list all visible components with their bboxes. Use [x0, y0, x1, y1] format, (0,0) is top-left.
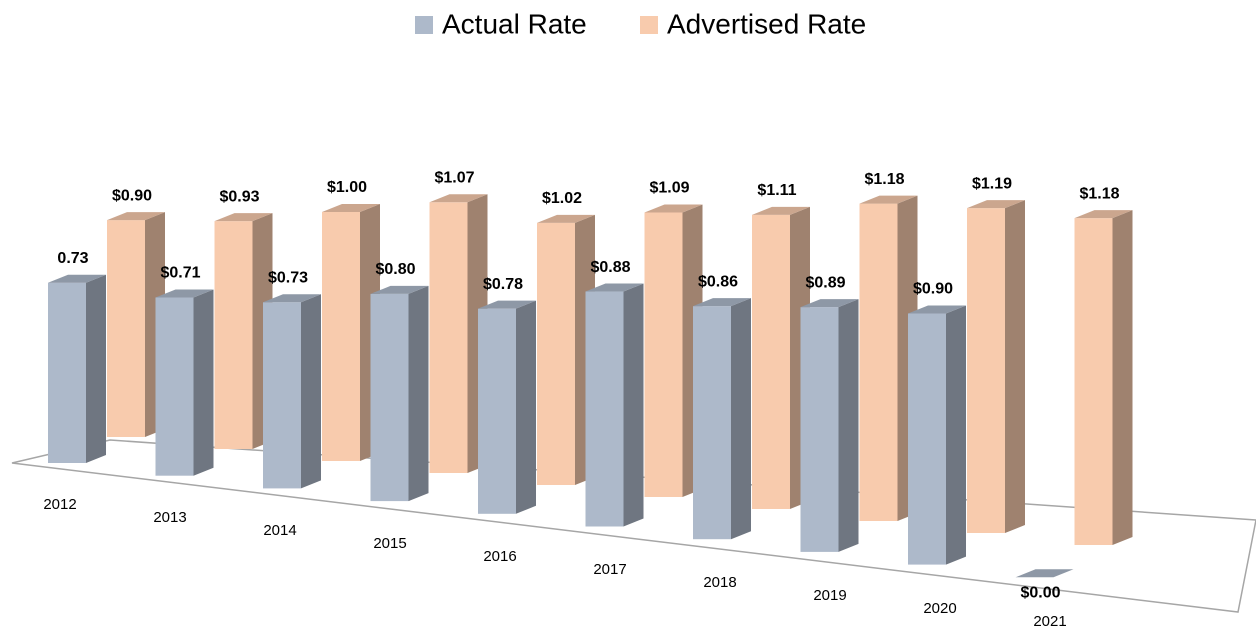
- bar: [322, 212, 360, 461]
- x-tick-label: 2020: [923, 600, 956, 617]
- bar-top: [693, 298, 751, 307]
- legend-label: Advertised Rate: [667, 8, 866, 39]
- x-tick-label: 2017: [593, 561, 626, 578]
- data-label: $1.02: [542, 190, 582, 207]
- bar-top: [370, 285, 429, 294]
- bar: [48, 282, 86, 463]
- bar: [908, 313, 946, 565]
- data-label: $0.88: [590, 259, 630, 276]
- bar-top: [537, 214, 595, 223]
- bar: [478, 308, 516, 514]
- data-label: 0.73: [57, 250, 88, 267]
- bar: [585, 291, 624, 527]
- x-tick-label: 2019: [813, 587, 846, 604]
- bar: [752, 214, 790, 509]
- bar: [263, 302, 301, 489]
- bar: [370, 293, 409, 502]
- data-label: $1.19: [972, 175, 1012, 192]
- data-label: $0.73: [268, 269, 308, 286]
- x-tick-label: 2021: [1033, 613, 1066, 630]
- bar-side: [838, 299, 859, 552]
- data-label: $0.71: [160, 265, 200, 282]
- bar: [800, 307, 839, 552]
- data-label: $1.11: [757, 182, 796, 199]
- data-label: $0.90: [112, 187, 152, 204]
- data-label: $0.86: [698, 273, 738, 290]
- bar-side: [516, 300, 536, 514]
- x-tick-label: 2014: [263, 522, 296, 539]
- bar: [107, 220, 145, 437]
- data-label: $1.00: [327, 179, 367, 196]
- bar-top: [967, 200, 1025, 209]
- bar-side: [86, 274, 106, 463]
- x-tick-label: 2016: [483, 548, 516, 565]
- bar: [155, 297, 194, 476]
- bar-side: [623, 283, 644, 527]
- legend-swatch: [640, 16, 658, 34]
- bar: [693, 306, 731, 540]
- bar: [644, 212, 683, 497]
- x-tick-label: 2013: [153, 509, 186, 526]
- bar: [967, 208, 1005, 533]
- bar-side: [1112, 210, 1133, 545]
- bar-top: [644, 204, 703, 213]
- bar-top: [859, 195, 918, 204]
- bar-top: [214, 213, 273, 222]
- bar: [859, 203, 898, 521]
- bar-top: [800, 299, 859, 308]
- bar-top: [1015, 569, 1074, 578]
- data-label: $1.09: [649, 180, 689, 197]
- bar-top: [322, 204, 380, 212]
- bar-top: [155, 289, 214, 298]
- x-tick-label: 2012: [43, 496, 76, 513]
- data-label: $0.00: [1020, 585, 1060, 602]
- bar-top: [752, 206, 810, 215]
- legend-swatch: [415, 16, 433, 34]
- bar: [537, 222, 575, 486]
- data-label: $1.07: [434, 170, 474, 187]
- legend-label: Actual Rate: [442, 8, 587, 39]
- data-label: $1.18: [864, 171, 904, 188]
- bar-top: [429, 194, 488, 203]
- bar-side: [193, 289, 214, 476]
- x-tick-label: 2018: [703, 574, 736, 591]
- bar-side: [408, 285, 429, 502]
- data-label: $0.93: [219, 188, 259, 205]
- bar-side: [731, 298, 751, 540]
- bar: [214, 221, 253, 449]
- bar-side: [1005, 200, 1025, 533]
- bar-top: [908, 305, 966, 314]
- bar-top: [107, 212, 165, 221]
- data-label: $0.89: [805, 274, 845, 291]
- data-label: $0.78: [483, 276, 523, 293]
- bar-side: [301, 294, 321, 489]
- bar-top: [585, 283, 644, 292]
- bar-top: [478, 300, 536, 309]
- bar-top: [48, 274, 106, 283]
- bar-top: [1074, 210, 1133, 219]
- data-label: $0.90: [913, 281, 953, 298]
- bar: [429, 202, 468, 474]
- bar-side: [946, 305, 966, 565]
- bar: [1074, 218, 1113, 545]
- data-label: $0.80: [375, 261, 415, 278]
- x-tick-label: 2015: [373, 535, 406, 552]
- data-label: $1.18: [1079, 185, 1119, 202]
- bar-top: [263, 294, 321, 303]
